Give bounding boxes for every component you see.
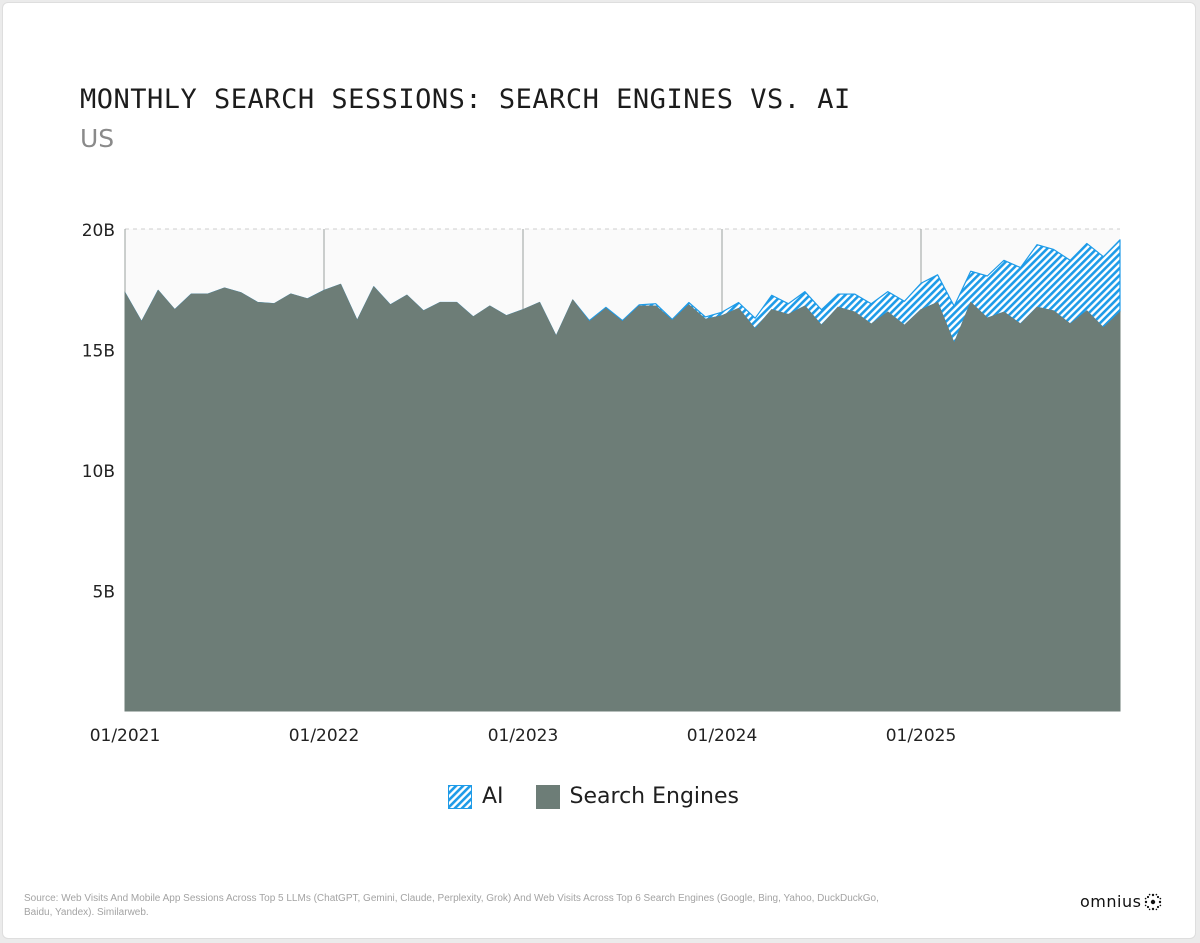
x-tick-label: 01/2023 [488,726,559,746]
x-tick-label: 01/2024 [687,726,758,746]
legend-item-search-engines[interactable]: Search Engines [535,784,739,809]
x-tick-label: 01/2025 [886,726,957,746]
legend-item-ai[interactable]: AI [448,784,504,809]
x-tick-label: 01/2021 [90,726,161,746]
legend-label-search-engines: Search Engines [569,784,739,809]
chart-subtitle: US [80,124,115,153]
brand-logo-text: omnius [1080,892,1142,911]
legend-swatch-hatched [448,784,472,809]
sun-burst-icon [1145,893,1162,910]
y-tick-label: 10B [82,462,115,482]
chart-title: MONTHLY SEARCH SESSIONS: SEARCH ENGINES … [80,84,851,115]
y-tick-label: 15B [82,342,115,362]
series-area-search-engines [124,283,1121,712]
legend: AI Search Engines [448,784,771,809]
legend-swatch-solid [535,784,560,809]
x-tick-label: 01/2022 [289,726,360,746]
brand-logo: omnius [1080,892,1162,911]
y-tick-label: 20B [82,221,115,241]
y-tick-label: 5B [93,583,115,603]
source-note: Source: Web Visits And Mobile App Sessio… [24,893,879,918]
legend-label-ai: AI [482,784,504,809]
